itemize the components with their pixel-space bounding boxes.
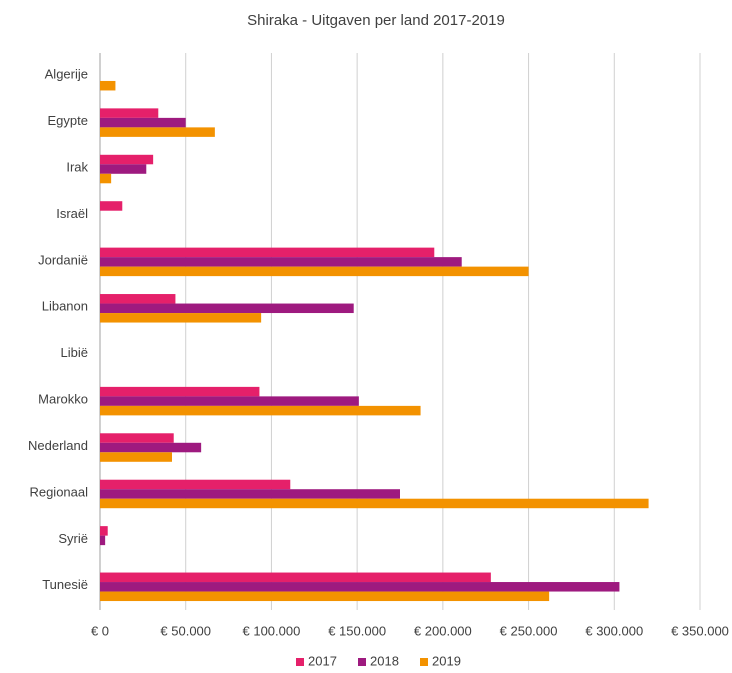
bar [100,127,215,137]
bar [100,247,435,258]
y-tick-label: Nederland [28,438,88,453]
y-tick-label: Regionaal [29,484,88,499]
bar [100,479,291,490]
y-tick-label: Israël [56,206,88,221]
bar [100,452,172,462]
x-tick-label: € 350.000 [671,623,729,638]
legend-label: 2018 [370,653,399,668]
y-tick-label: Libië [61,345,88,360]
bar [100,526,108,536]
bar [100,535,106,546]
bar [100,117,186,128]
bar [100,257,462,267]
bar [100,313,262,323]
bar [100,442,202,453]
bar [100,498,649,509]
x-tick-label: € 200.000 [414,623,472,638]
bar [100,386,260,397]
legend-swatch [358,658,366,666]
bar [100,201,123,211]
bar [100,294,176,304]
bar [100,433,174,443]
x-tick-label: € 300.000 [585,623,643,638]
y-tick-label: Algerije [45,67,88,82]
legend-label: 2017 [308,653,337,668]
y-tick-label: Libanon [42,299,88,314]
bar [100,489,400,499]
bar [100,266,529,277]
bar [100,80,116,91]
bar [100,164,147,174]
x-tick-label: € 150.000 [328,623,386,638]
chart-title: Shiraka - Uitgaven per land 2017-2019 [247,12,505,29]
bar [100,173,112,184]
y-tick-label: Tunesië [42,577,88,592]
x-tick-label: € 100.000 [243,623,301,638]
y-tick-label: Jordanië [38,252,88,267]
bar [100,582,620,592]
bar [100,396,359,406]
legend-label: 2019 [432,653,461,668]
bar [100,303,354,314]
x-tick-label: € 0 [91,623,109,638]
y-tick-label: Egypte [48,113,88,128]
y-tick-label: Irak [66,159,88,174]
x-tick-label: € 50.000 [160,623,211,638]
y-tick-label: Syrië [58,531,88,546]
bar [100,154,154,165]
legend-swatch [296,658,304,666]
y-tick-label: Marokko [38,392,88,407]
bar [100,591,550,602]
bar [100,405,421,416]
legend-swatch [420,658,428,666]
x-tick-label: € 250.000 [500,623,558,638]
bar [100,572,491,583]
bar [100,108,159,118]
